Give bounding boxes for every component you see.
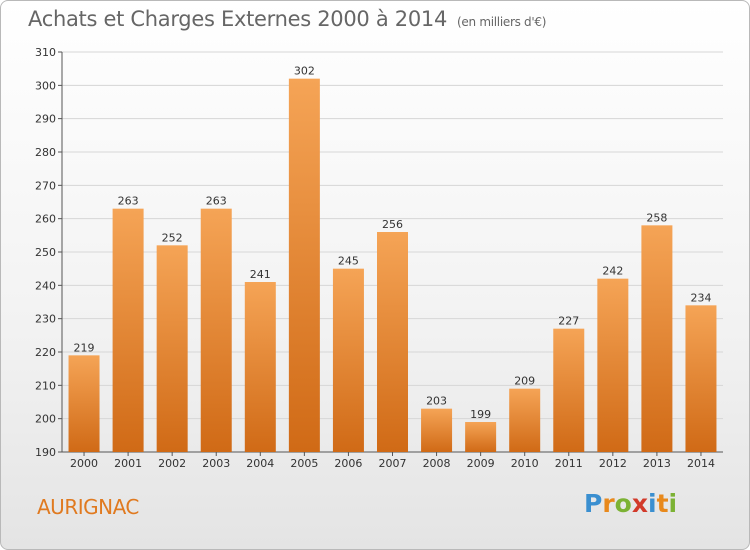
bar-2005: [288, 78, 320, 453]
y-tick-label: 240: [35, 279, 56, 292]
logo-letter: r: [602, 489, 615, 518]
data-label-2011: 227: [558, 315, 579, 328]
logo-letter: i: [668, 489, 678, 518]
proxiti-logo[interactable]: Proxiti: [584, 489, 677, 518]
data-label-2013: 258: [646, 211, 667, 224]
bar-2001: [112, 208, 144, 452]
x-tick-label-2010: 2010: [511, 457, 539, 470]
data-label-2010: 209: [514, 375, 535, 388]
data-labels: 219 263 252 263 241 302 245 256 203 199 209 227 242 2…: [74, 65, 712, 421]
y-tick-label: 230: [35, 313, 56, 326]
data-label-2005: 302: [294, 65, 315, 78]
bar-2011: [553, 328, 585, 452]
axes: 190 200 210 220 230 240 250 260 270 280 290 300 310 2…: [35, 46, 723, 470]
logo-letter: P: [584, 489, 603, 518]
x-tick-label-2001: 2001: [114, 457, 142, 470]
y-tick-label: 290: [35, 113, 56, 126]
x-tick-label-2000: 2000: [70, 457, 98, 470]
data-label-2009: 199: [470, 408, 491, 421]
x-tick-label-2008: 2008: [423, 457, 451, 470]
data-label-2003: 263: [206, 195, 227, 208]
bar-2002: [156, 245, 188, 452]
x-tick-label-2002: 2002: [158, 457, 186, 470]
bar-2014: [685, 305, 717, 452]
x-tick-label-2004: 2004: [246, 457, 274, 470]
data-label-2004: 241: [250, 268, 271, 281]
data-label-2007: 256: [382, 218, 403, 231]
y-tick-label: 250: [35, 246, 56, 259]
y-tick-label: 280: [35, 146, 56, 159]
y-tick-label: 270: [35, 179, 56, 192]
y-tick-label: 190: [35, 446, 56, 459]
chart-unit: (en milliers d'€): [457, 15, 547, 29]
bar-2008: [421, 408, 453, 452]
bar-2007: [377, 232, 408, 452]
data-label-2014: 234: [690, 291, 711, 304]
bar-2013: [641, 225, 673, 452]
x-tick-label-2007: 2007: [379, 457, 407, 470]
data-label-2012: 242: [602, 265, 623, 278]
y-tick-label: 300: [35, 79, 56, 92]
data-label-2006: 245: [338, 255, 359, 268]
data-label-2002: 252: [162, 231, 183, 244]
y-tick-label: 200: [35, 413, 56, 426]
bar-2009: [465, 422, 497, 452]
y-tick-label: 210: [35, 379, 56, 392]
bars: [68, 78, 717, 453]
bar-2000: [68, 355, 100, 452]
x-tick-label-2005: 2005: [290, 457, 318, 470]
data-label-2000: 219: [74, 341, 95, 354]
logo-letter: o: [614, 489, 632, 518]
y-tick-label: 310: [35, 46, 56, 59]
bar-2010: [509, 388, 541, 452]
bar-2012: [597, 278, 629, 452]
y-tick-label: 220: [35, 346, 56, 359]
x-tick-label-2009: 2009: [467, 457, 495, 470]
logo-letter: t: [656, 489, 669, 518]
x-tick-label-2003: 2003: [202, 457, 230, 470]
data-label-2001: 263: [118, 195, 139, 208]
chart-title: Achats et Charges Externes 2000 à 2014 (e…: [28, 7, 546, 31]
x-tick-label-2013: 2013: [643, 457, 671, 470]
bar-2003: [200, 208, 232, 452]
data-label-2008: 203: [426, 395, 447, 408]
x-tick-label-2006: 2006: [334, 457, 362, 470]
x-tick-label-2011: 2011: [555, 457, 583, 470]
bar-2006: [332, 268, 364, 452]
x-tick-label-2012: 2012: [599, 457, 627, 470]
y-tick-label: 260: [35, 213, 56, 226]
x-tick-label-2014: 2014: [687, 457, 715, 470]
logo-letter: i: [648, 489, 657, 518]
city-name: AURIGNAC: [37, 495, 139, 519]
bar-2004: [244, 282, 276, 452]
logo-letter: x: [631, 489, 648, 518]
chart-title-text: Achats et Charges Externes 2000 à 2014: [28, 7, 448, 31]
